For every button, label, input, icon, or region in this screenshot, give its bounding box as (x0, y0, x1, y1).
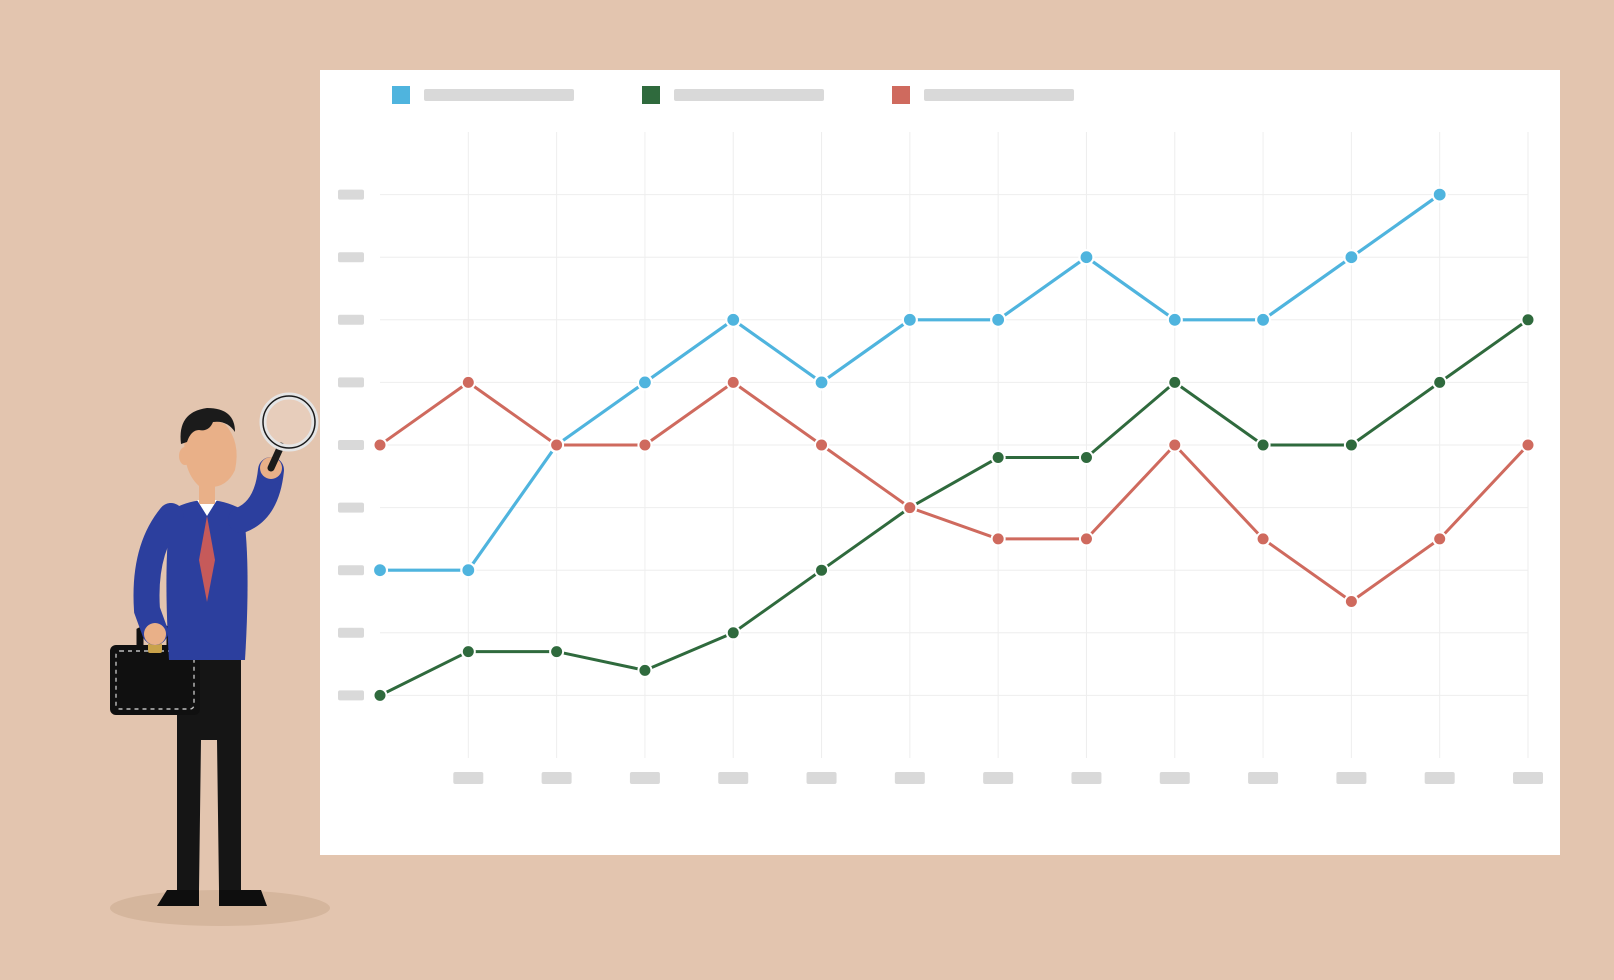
x-tick-label-placeholder (453, 772, 483, 784)
series-blue-marker (1433, 188, 1447, 202)
y-tick-label-placeholder (338, 315, 364, 325)
y-tick-label-placeholder (338, 690, 364, 700)
series-green-marker (1522, 313, 1535, 326)
x-tick-label-placeholder (1425, 772, 1455, 784)
series-red-marker (1345, 595, 1358, 608)
x-tick-label-placeholder (1513, 772, 1543, 784)
y-tick-label-placeholder (338, 565, 364, 575)
legend-label-placeholder-0 (424, 89, 574, 101)
series-green-marker (374, 689, 387, 702)
series-green-marker (1257, 439, 1270, 452)
series-red-marker (550, 439, 563, 452)
series-red-marker (815, 439, 828, 452)
legend-swatch-1 (642, 86, 660, 104)
series-red-marker (374, 439, 387, 452)
series-red-marker (462, 376, 475, 389)
series-red-marker (638, 439, 651, 452)
chart-panel (320, 70, 1560, 855)
series-green-marker (1168, 376, 1181, 389)
hand-left (144, 623, 166, 645)
legend-label-placeholder-1 (674, 89, 824, 101)
x-tick-label-placeholder (983, 772, 1013, 784)
series-red-marker (1522, 439, 1535, 452)
series-blue-marker (1344, 250, 1358, 264)
series-red-marker (903, 501, 916, 514)
series-green-marker (727, 626, 740, 639)
series-red-marker (727, 376, 740, 389)
series-green-marker (815, 564, 828, 577)
series-green-marker (638, 664, 651, 677)
series-blue-marker (1079, 250, 1093, 264)
x-tick-label-placeholder (542, 772, 572, 784)
series-red-marker (1168, 439, 1181, 452)
series-green-marker (1080, 451, 1093, 464)
y-tick-label-placeholder (338, 440, 364, 450)
y-tick-label-placeholder (338, 628, 364, 638)
chart-panel-bg (320, 70, 1560, 855)
series-blue-marker (1256, 313, 1270, 327)
series-blue-marker (815, 375, 829, 389)
series-green-marker (992, 451, 1005, 464)
series-red-marker (1433, 532, 1446, 545)
series-red-marker (1257, 532, 1270, 545)
series-blue-marker (373, 563, 387, 577)
series-green-marker (550, 645, 563, 658)
ear (179, 447, 191, 465)
y-tick-label-placeholder (338, 503, 364, 513)
x-tick-label-placeholder (1336, 772, 1366, 784)
series-blue-marker (461, 563, 475, 577)
series-blue-marker (991, 313, 1005, 327)
legend-swatch-2 (892, 86, 910, 104)
series-red-marker (992, 532, 1005, 545)
legend-swatch-0 (392, 86, 410, 104)
x-tick-label-placeholder (1071, 772, 1101, 784)
y-tick-label-placeholder (338, 377, 364, 387)
x-tick-label-placeholder (630, 772, 660, 784)
y-tick-label-placeholder (338, 190, 364, 200)
y-tick-label-placeholder (338, 252, 364, 262)
series-red-marker (1080, 532, 1093, 545)
x-tick-label-placeholder (1248, 772, 1278, 784)
x-tick-label-placeholder (1160, 772, 1190, 784)
x-tick-label-placeholder (895, 772, 925, 784)
x-tick-label-placeholder (807, 772, 837, 784)
series-green-marker (1345, 439, 1358, 452)
series-green-marker (462, 645, 475, 658)
series-blue-marker (903, 313, 917, 327)
series-blue-marker (726, 313, 740, 327)
x-tick-label-placeholder (718, 772, 748, 784)
series-blue-marker (1168, 313, 1182, 327)
shoe-right (219, 890, 267, 906)
series-green-marker (1433, 376, 1446, 389)
legend-label-placeholder-2 (924, 89, 1074, 101)
series-blue-marker (638, 375, 652, 389)
illustration-root (0, 0, 1614, 980)
